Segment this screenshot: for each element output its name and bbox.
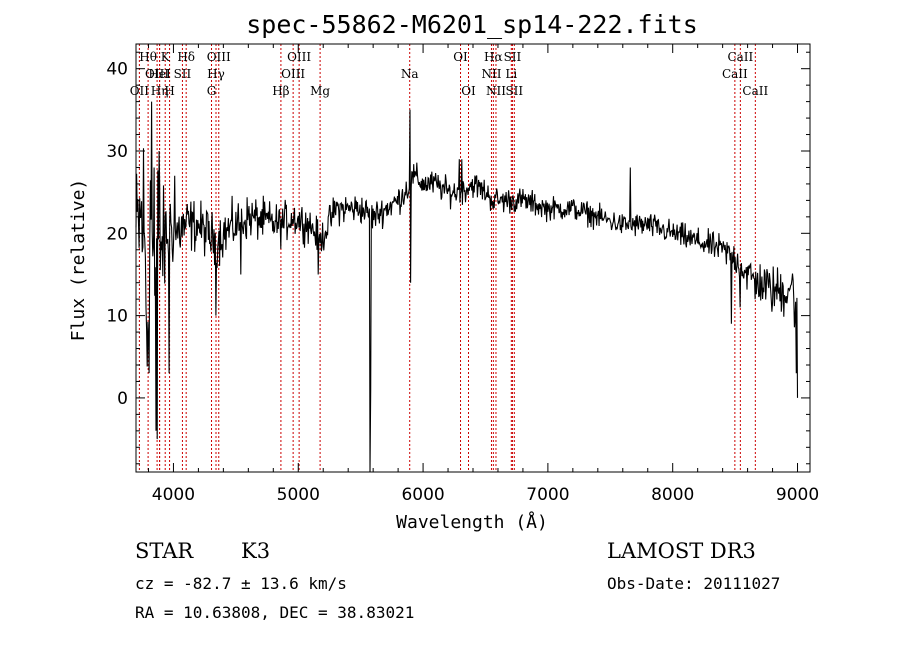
spectral-line-label: Hβ <box>272 84 289 98</box>
spectral-line-label: HeI <box>148 67 171 81</box>
y-tick-label: 10 <box>106 307 128 327</box>
x-tick-label: 7000 <box>526 485 569 505</box>
y-tick-label: 20 <box>106 224 128 244</box>
spectral-line-label: CaII <box>727 50 753 64</box>
y-tick-label: 30 <box>106 142 128 162</box>
x-tick-label: 9000 <box>776 485 819 505</box>
chart-title: spec-55862-M6201_sp14-222.fits <box>246 10 698 39</box>
spectral-line-label: Na <box>401 67 419 81</box>
spectral-line-label: OIII <box>281 67 305 81</box>
obs-date: Obs-Date: 20111027 <box>607 574 781 593</box>
spectral-line-label: Hγ <box>207 67 225 81</box>
object-class: STAR <box>135 539 194 563</box>
spectrum-series-line <box>135 101 799 473</box>
spectral-line-labels: OIIHθOIIIHηHeIKHSIIHδGHγOIIIHβOIIIOIIIMg… <box>130 50 769 98</box>
spectral-line-label: CaII <box>742 84 768 98</box>
y-axis-label: Flux (relative) <box>68 179 89 342</box>
x-tick-label: 5000 <box>277 485 320 505</box>
spectral-line-markers <box>138 44 756 472</box>
y-tick-label: 40 <box>106 60 128 80</box>
spectral-line-label: Hθ <box>139 50 157 64</box>
spectral-line-label: Hη <box>151 84 169 98</box>
spectral-line-label: OIII <box>145 67 169 81</box>
x-axis-label: Wavelength (Å) <box>396 511 548 533</box>
spectral-line-label: OII <box>130 84 150 98</box>
spectral-line-label: H <box>164 84 174 98</box>
spectral-line-label: Hα <box>484 50 503 64</box>
spectral-line-label: OI <box>461 84 476 98</box>
spectral-line-label: K <box>161 50 171 64</box>
plot-frame <box>135 43 811 473</box>
spectral-line-label: OIII <box>287 50 311 64</box>
redshift-value: cz = -82.7 ± 13.6 km/s <box>135 574 347 593</box>
coordinates: RA = 10.63808, DEC = 38.83021 <box>135 603 415 622</box>
object-subclass: K3 <box>241 539 271 563</box>
spectral-line-label: Li <box>505 67 517 81</box>
survey-name: LAMOST DR3 <box>607 539 756 563</box>
spectral-line-label: OI <box>453 50 468 64</box>
x-tick-label: 4000 <box>152 485 195 505</box>
spectral-line-label: Mg <box>310 84 330 98</box>
x-tick-label: 8000 <box>651 485 694 505</box>
spectral-line-label: NII <box>486 84 506 98</box>
spectral-line-label: Hδ <box>177 50 195 64</box>
spectral-line-label: SII <box>504 50 522 64</box>
spectral-line-label: G <box>207 84 217 98</box>
spectral-line-label: NII <box>481 67 501 81</box>
spectral-line-label: SII <box>174 67 192 81</box>
spectral-line-label: OIII <box>207 50 231 64</box>
spectral-line-label: SII <box>505 84 523 98</box>
y-tick-label: 0 <box>117 389 128 409</box>
axis-ticks: 4000 5000 6000 7000 8000 9000 0 10 20 30 40 <box>106 44 819 505</box>
spectral-line-label: CaII <box>722 67 748 81</box>
x-tick-label: 6000 <box>401 485 444 505</box>
